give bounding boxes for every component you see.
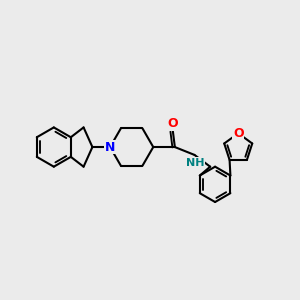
Text: NH: NH bbox=[186, 158, 205, 168]
Text: O: O bbox=[168, 117, 178, 130]
Text: O: O bbox=[233, 127, 244, 140]
Text: N: N bbox=[105, 141, 115, 154]
